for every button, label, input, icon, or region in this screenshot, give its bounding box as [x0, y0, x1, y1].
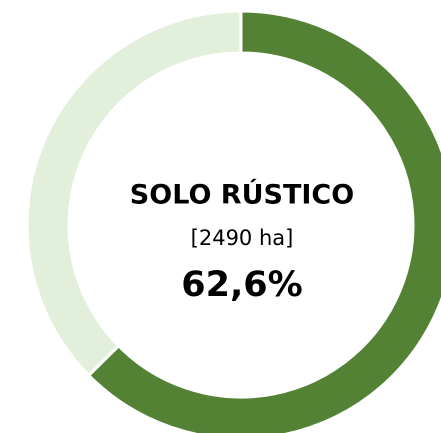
- value-label: 62,6%: [181, 265, 302, 305]
- donut: [25, 9, 441, 433]
- chart-subtitle: [2490 ha]: [191, 226, 294, 250]
- donut-segment: [86, 9, 441, 433]
- chart-title: SOLO RÚSTICO: [130, 179, 354, 211]
- donut-segment: [25, 9, 243, 378]
